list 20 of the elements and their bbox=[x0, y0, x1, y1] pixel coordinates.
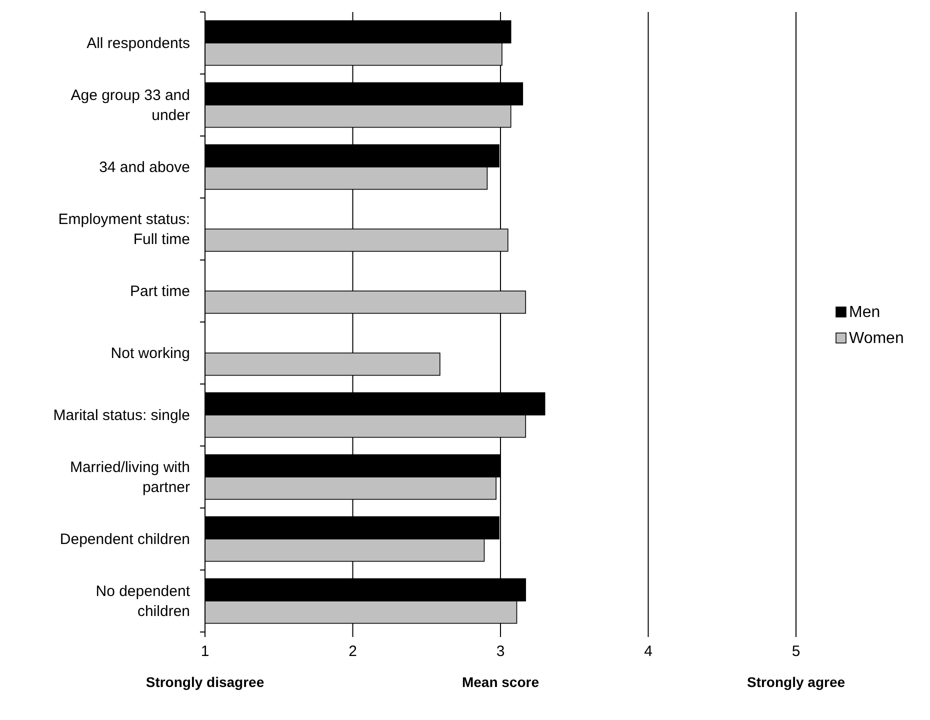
y-tick-label: 34 and above bbox=[99, 159, 190, 176]
x-axis-title: Mean score bbox=[462, 674, 540, 690]
y-tick-label: No dependent children bbox=[96, 583, 191, 620]
x-tick-label: 5 bbox=[792, 643, 800, 660]
x-tick-label: 4 bbox=[644, 643, 652, 660]
text: Strongly agree bbox=[746, 674, 846, 690]
text: Strongly disagree bbox=[146, 674, 264, 690]
y-tick-label: Married/living with partner bbox=[70, 459, 190, 496]
x-tick-label: 1 bbox=[200, 643, 210, 660]
y-tick-label: Dependent children bbox=[60, 531, 190, 548]
x-tick-label: 2 bbox=[348, 643, 357, 660]
y-tick-label: Not working bbox=[110, 345, 190, 362]
y-tick-label: Age group 33 and under bbox=[70, 87, 190, 124]
y-tick-label: Marital status: single bbox=[53, 407, 190, 424]
y-tick-label: Part time bbox=[130, 283, 190, 300]
legend-label: Women bbox=[849, 330, 904, 347]
y-tick-label: Employment status: Full time bbox=[58, 211, 190, 248]
x-tick-label: 3 bbox=[496, 643, 505, 660]
legend-label: Men bbox=[849, 304, 880, 321]
y-tick-label: All respondents bbox=[86, 35, 190, 52]
